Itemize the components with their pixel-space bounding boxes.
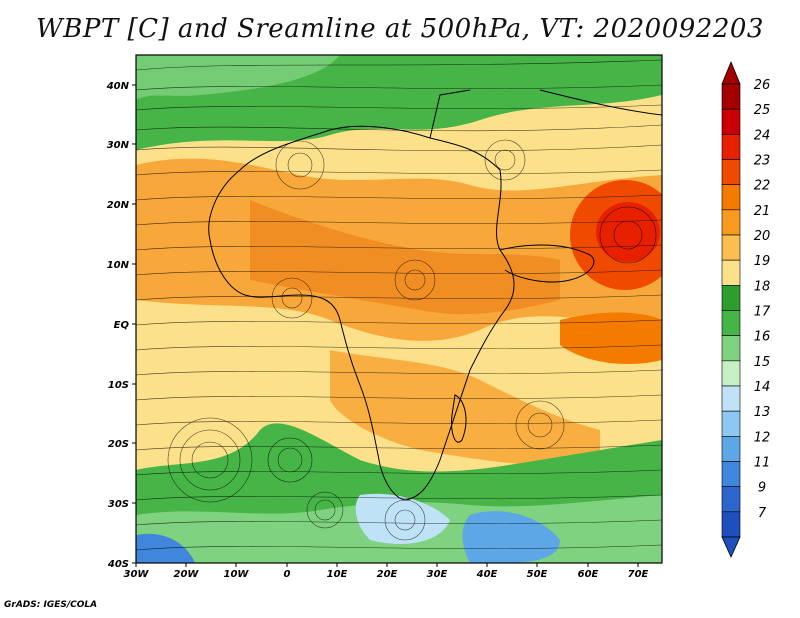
- lat-tick-label: 40S: [107, 559, 129, 570]
- colorbar-swatch: [721, 486, 741, 513]
- latitude-axis: 40N 30N 20N 10N EQ 10S 20S 30S 40S: [106, 81, 136, 570]
- colorbar-label: 9: [758, 481, 766, 496]
- colorbar-top-arrow: [721, 60, 741, 85]
- lat-tick-label: 20S: [108, 439, 129, 450]
- colorbar-swatch: [721, 461, 741, 487]
- colorbar-swatch: [721, 285, 741, 311]
- colorbar-swatch: [721, 184, 741, 211]
- lon-tick-label: 60E: [578, 569, 599, 580]
- lon-tick-label: 20W: [174, 569, 200, 580]
- colorbar-label: 22: [754, 179, 771, 194]
- lon-tick-label: 50E: [527, 569, 548, 580]
- lon-tick-label: 30E: [427, 569, 448, 580]
- lat-tick-label: 40N: [106, 81, 130, 92]
- colorbar-label: 19: [754, 254, 771, 269]
- lon-tick-label: 30W: [124, 569, 150, 580]
- colorbar-swatch: [721, 436, 741, 462]
- lon-tick-label: 10E: [327, 569, 348, 580]
- colorbar-label: 26: [754, 78, 771, 93]
- colorbar-label: 25: [754, 103, 771, 118]
- colorbar-swatch: [721, 310, 741, 336]
- lon-tick-label: 20E: [377, 569, 398, 580]
- colorbar-swatch: [721, 511, 741, 538]
- colorbar-label: 21: [754, 204, 771, 219]
- longitude-axis: 30W 20W 10W 0 10E 20E 30E 40E 50E 60E 70…: [124, 563, 649, 580]
- colorbar-swatch: [721, 410, 741, 437]
- colorbar-swatch: [721, 335, 741, 362]
- lat-tick-label: EQ: [114, 320, 130, 331]
- wbpt-field: [136, 55, 662, 563]
- map-title: WBPT [C] and Sreamline at 500hPa, VT: 20…: [36, 14, 764, 44]
- colorbar-swatch: [721, 234, 741, 261]
- lon-tick-label: 70E: [628, 569, 649, 580]
- colorbar-label: 13: [754, 405, 771, 420]
- lat-tick-label: 10N: [107, 260, 130, 271]
- lat-tick-label: 20N: [107, 200, 130, 211]
- lat-tick-label: 30N: [107, 140, 130, 151]
- colorbar-label: 17: [754, 305, 771, 320]
- lon-tick-label: 0: [284, 569, 291, 580]
- colorbar-swatch: [721, 259, 741, 286]
- plot-frame: [135, 54, 663, 564]
- colorbar-swatch: [721, 134, 741, 160]
- colorbar-swatch: [721, 83, 741, 110]
- colorbar-label: 7: [758, 506, 767, 521]
- colorbar-label: 23: [754, 154, 771, 169]
- lon-tick-label: 40E: [476, 569, 498, 580]
- colorbar-label: 14: [754, 380, 771, 395]
- colorbar-swatch: [721, 209, 741, 236]
- lon-tick-label: 10W: [224, 569, 250, 580]
- colorbar-label: 12: [754, 430, 771, 445]
- colorbar-swatch: [721, 159, 741, 185]
- colorbar: 26 25 24 23 22 21 20 19 18 17 16 15 14 13 12 11 9 7: [721, 60, 771, 558]
- colorbar-label: 24: [754, 128, 771, 143]
- colorbar-label: 11: [754, 456, 771, 471]
- colorbar-label: 16: [754, 330, 771, 345]
- coastlines: [208, 89, 662, 501]
- lat-tick-label: 10S: [108, 380, 129, 391]
- colorbar-swatch: [721, 360, 741, 387]
- colorbar-swatch: [721, 108, 741, 135]
- streamlines: [136, 59, 662, 551]
- colorbar-label: 15: [754, 355, 771, 370]
- credit-text: GrADS: IGES/COLA: [4, 600, 98, 610]
- colorbar-label: 18: [754, 279, 771, 294]
- colorbar-label: 20: [754, 229, 771, 244]
- colorbar-swatch: [721, 385, 741, 412]
- colorbar-bottom-arrow: [721, 536, 741, 558]
- lat-tick-label: 30S: [108, 499, 129, 510]
